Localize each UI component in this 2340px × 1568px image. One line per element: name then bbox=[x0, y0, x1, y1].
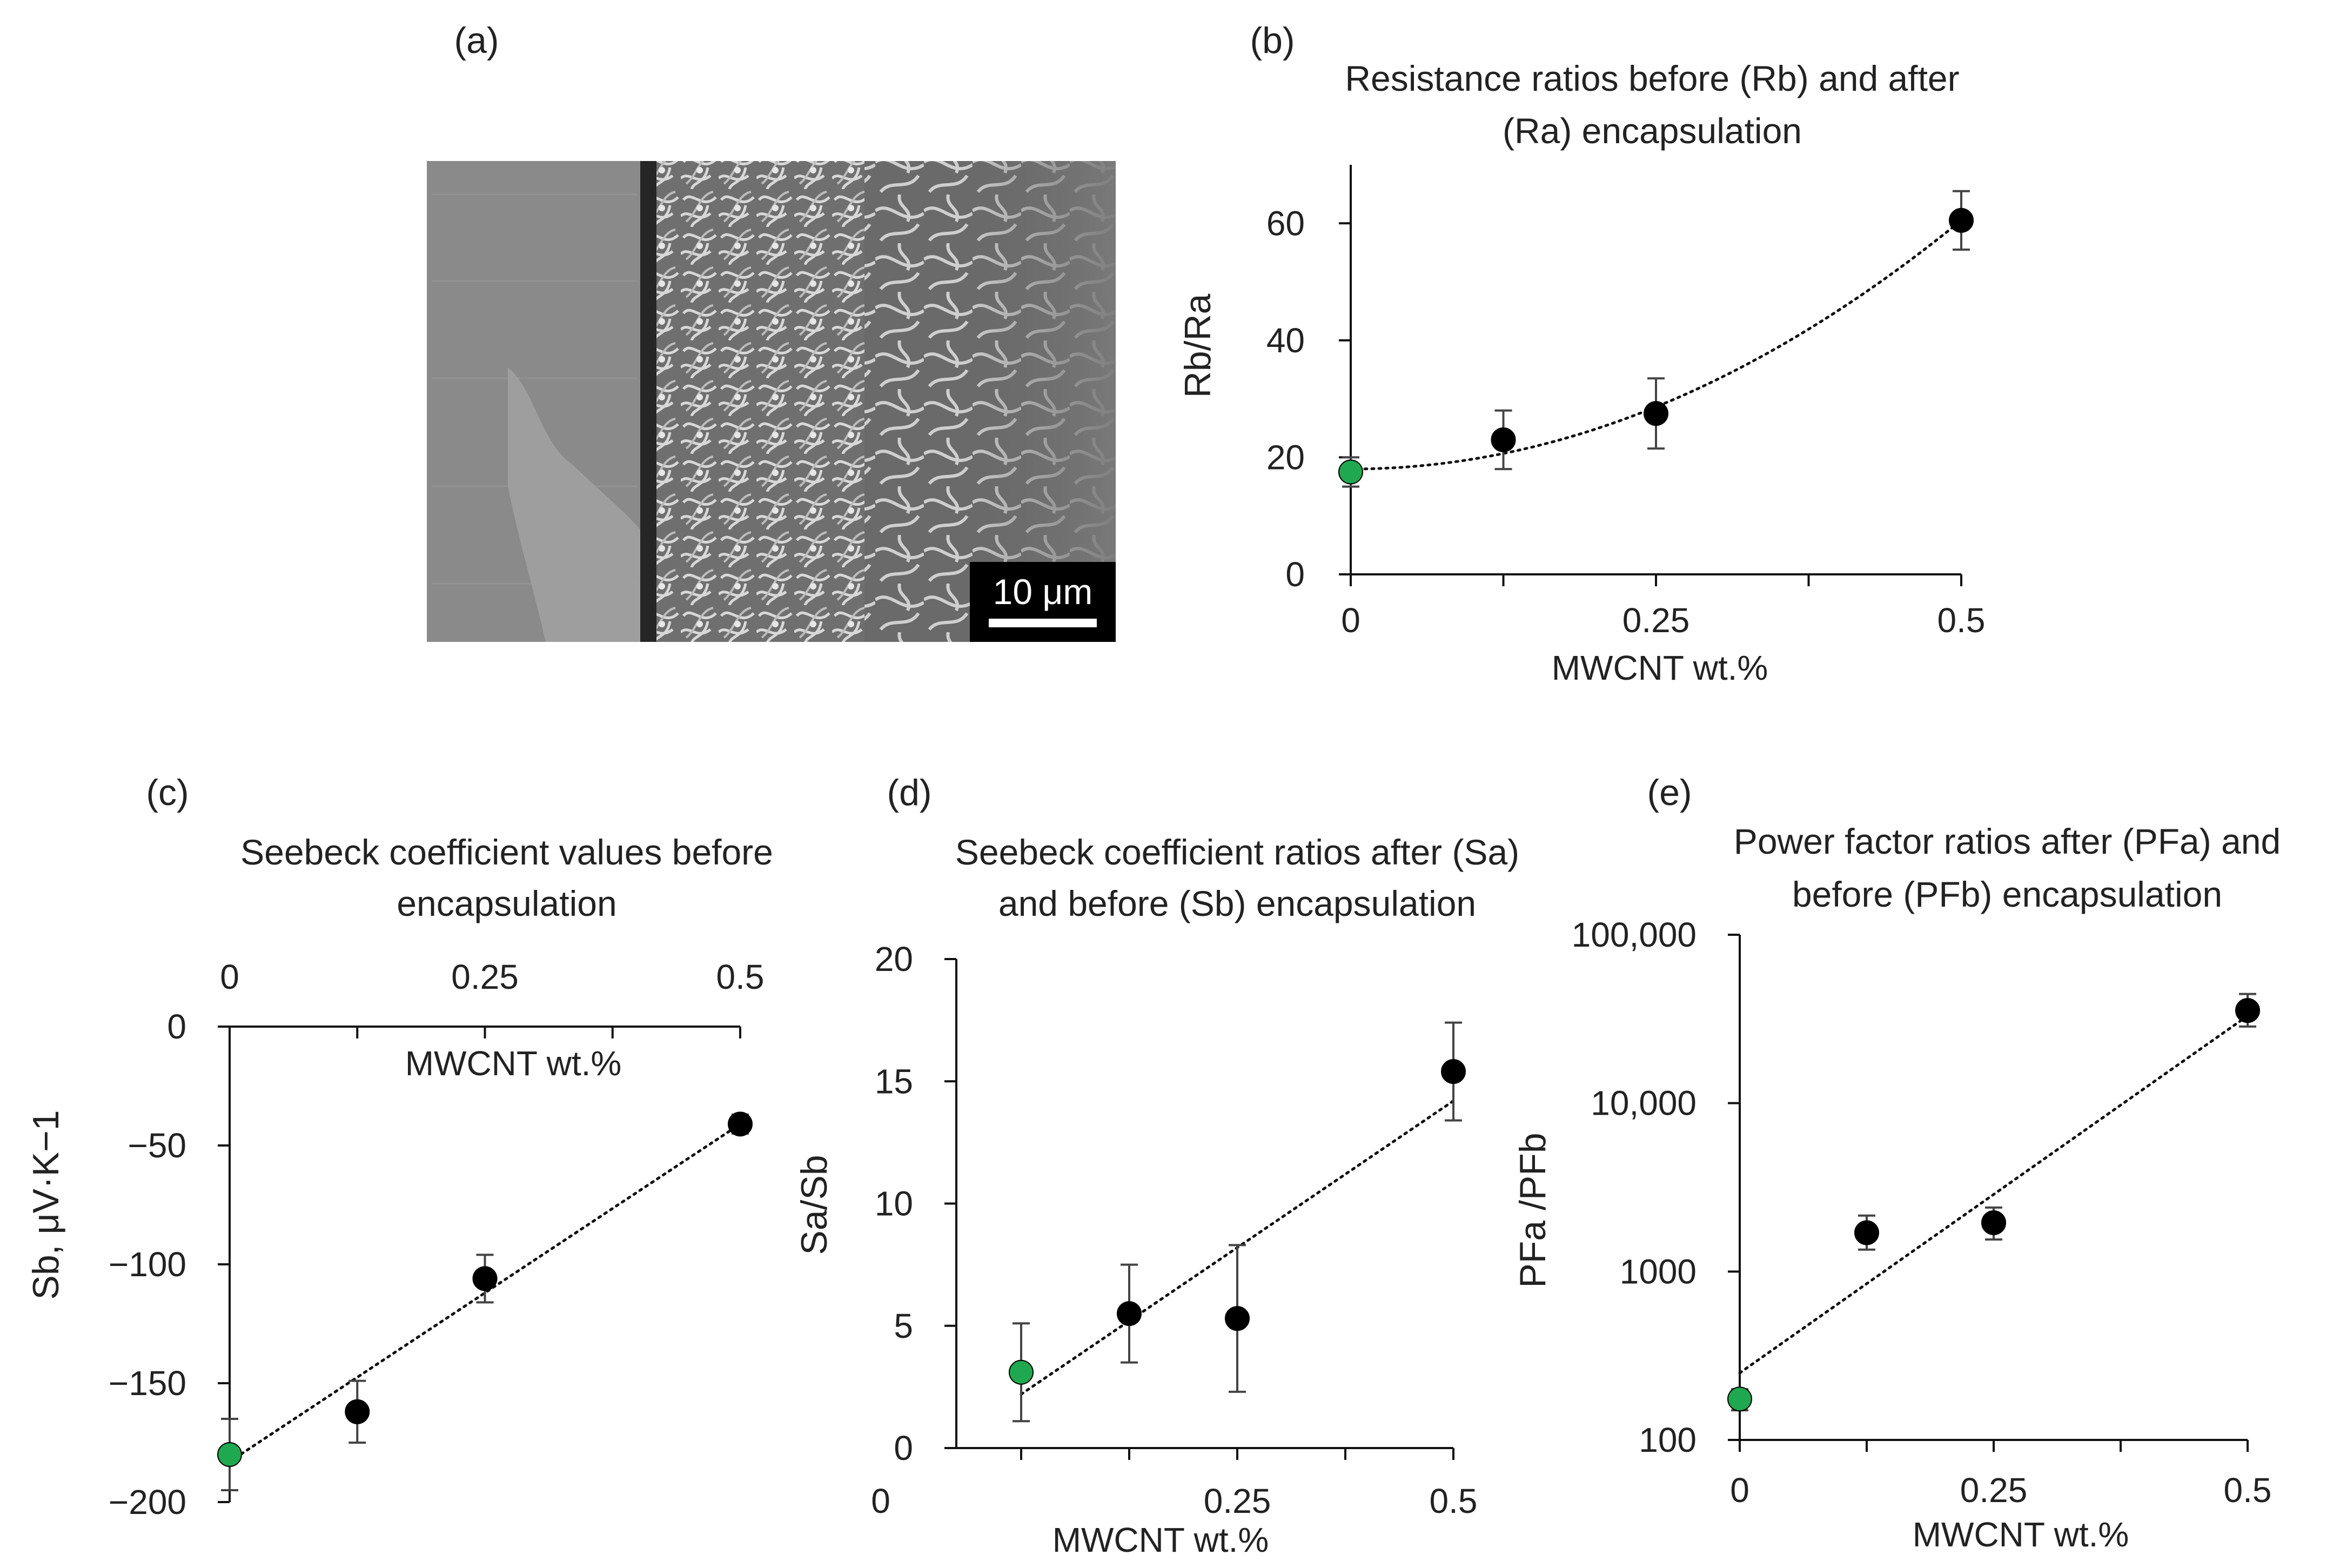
scale-bar-box bbox=[970, 562, 1116, 642]
panel-d-label: (d) bbox=[887, 772, 931, 813]
chart-c-x-tick-label: 0.25 bbox=[451, 957, 519, 996]
chart-c-y-tick-label: −200 bbox=[109, 1483, 186, 1522]
chart-c-x-tick-label: 0 bbox=[220, 957, 239, 996]
chart-b-title-line2: (Ra) encapsulation bbox=[1503, 111, 1802, 151]
chart-e: Power factor ratios after (PFa) and befo… bbox=[1512, 821, 2281, 1554]
chart-d-point bbox=[1009, 1359, 1034, 1385]
chart-c-x-label: MWCNT wt.% bbox=[405, 1044, 622, 1083]
chart-b-point bbox=[1949, 207, 1974, 233]
chart-d-point bbox=[1441, 1059, 1466, 1084]
chart-b-y-tick-label: 20 bbox=[1266, 438, 1305, 477]
chart-b: Resistance ratios before (Rb) and after … bbox=[1177, 58, 1985, 687]
chart-c-point bbox=[472, 1266, 498, 1291]
chart-c: Seebeck coefficient values before encaps… bbox=[25, 832, 773, 1522]
chart-e-title-line1: Power factor ratios after (PFa) and bbox=[1734, 821, 2281, 861]
chart-c-point bbox=[345, 1399, 370, 1424]
chart-e-y-tick-label: 10,000 bbox=[1591, 1084, 1697, 1123]
chart-e-x-tick-label: 0 bbox=[1730, 1471, 1749, 1510]
chart-d: Seebeck coefficient ratios after (Sa) an… bbox=[794, 832, 1519, 1559]
chart-d-y-label: Sa/Sb bbox=[794, 1155, 835, 1255]
chart-e-title-line2: before (PFb) encapsulation bbox=[1792, 874, 2222, 914]
chart-d-x-tick-label: 0 bbox=[871, 1482, 890, 1520]
sem-micrograph: 10 μm bbox=[427, 161, 1116, 642]
chart-d-title-line2: and before (Sb) encapsulation bbox=[998, 883, 1476, 923]
panel-e-label: (e) bbox=[1647, 772, 1692, 813]
chart-b-y-label: Rb/Ra bbox=[1177, 293, 1218, 398]
chart-e-y-label: PFa /PFb bbox=[1512, 1133, 1553, 1288]
chart-d-x-label: MWCNT wt.% bbox=[1052, 1520, 1269, 1559]
chart-b-title-line1: Resistance ratios before (Rb) and after bbox=[1345, 58, 1959, 98]
chart-b-y-tick-label: 60 bbox=[1266, 204, 1305, 243]
chart-b-point bbox=[1338, 459, 1363, 485]
chart-e-point bbox=[1981, 1210, 2006, 1235]
chart-e-point bbox=[2235, 998, 2260, 1023]
chart-e-point bbox=[1727, 1386, 1752, 1412]
chart-d-title-line1: Seebeck coefficient ratios after (Sa) bbox=[955, 832, 1519, 872]
chart-d-x-tick-label: 0.5 bbox=[1430, 1482, 1478, 1520]
chart-b-point bbox=[1644, 401, 1668, 426]
panel-a-label: (a) bbox=[454, 20, 499, 61]
panel-b-label: (b) bbox=[1250, 20, 1295, 61]
chart-e-x-label: MWCNT wt.% bbox=[1913, 1515, 2129, 1554]
chart-d-x-tick-label: 0.25 bbox=[1204, 1482, 1271, 1520]
chart-c-point bbox=[217, 1442, 242, 1467]
chart-b-x-tick-label: 0 bbox=[1341, 601, 1360, 640]
chart-c-y-tick-label: −150 bbox=[109, 1364, 186, 1403]
chart-c-y-label: Sb, μV·K−1 bbox=[25, 1110, 66, 1299]
chart-c-point bbox=[728, 1111, 753, 1137]
scale-bar-label: 10 μm bbox=[993, 572, 1093, 612]
chart-b-x-tick-label: 0.5 bbox=[1937, 601, 1986, 640]
chart-d-y-tick-label: 10 bbox=[875, 1184, 913, 1223]
chart-c-y-tick-label: 0 bbox=[167, 1007, 186, 1046]
chart-d-y-tick-label: 20 bbox=[875, 940, 913, 979]
chart-b-x-tick-label: 0.25 bbox=[1622, 601, 1690, 640]
chart-e-point bbox=[1854, 1220, 1879, 1245]
chart-e-trendline bbox=[1738, 1014, 2249, 1375]
chart-d-y-tick-label: 0 bbox=[894, 1429, 913, 1468]
chart-b-y-tick-label: 0 bbox=[1285, 555, 1305, 594]
chart-b-y-tick-label: 40 bbox=[1266, 321, 1305, 360]
chart-c-title-line2: encapsulation bbox=[397, 883, 616, 923]
chart-d-y-tick-label: 15 bbox=[875, 1062, 913, 1101]
chart-c-y-tick-label: −100 bbox=[109, 1245, 186, 1284]
scale-bar bbox=[989, 619, 1097, 627]
chart-e-y-tick-label: 100 bbox=[1639, 1420, 1697, 1459]
chart-d-point bbox=[1225, 1306, 1250, 1331]
chart-c-x-tick-label: 0.5 bbox=[716, 957, 765, 996]
chart-e-x-tick-label: 0.5 bbox=[2224, 1471, 2272, 1510]
chart-c-y-tick-label: −50 bbox=[128, 1126, 186, 1165]
chart-b-x-label: MWCNT wt.% bbox=[1552, 648, 1768, 687]
chart-e-x-tick-label: 0.25 bbox=[1960, 1471, 2028, 1510]
chart-e-y-tick-label: 100,000 bbox=[1572, 915, 1697, 954]
chart-d-y-tick-label: 5 bbox=[894, 1306, 913, 1345]
chart-d-point bbox=[1117, 1301, 1142, 1326]
panel-c-label: (c) bbox=[146, 772, 189, 813]
chart-c-title-line1: Seebeck coefficient values before bbox=[240, 832, 773, 872]
chart-e-y-tick-label: 1000 bbox=[1620, 1252, 1697, 1291]
chart-b-point bbox=[1491, 427, 1516, 452]
